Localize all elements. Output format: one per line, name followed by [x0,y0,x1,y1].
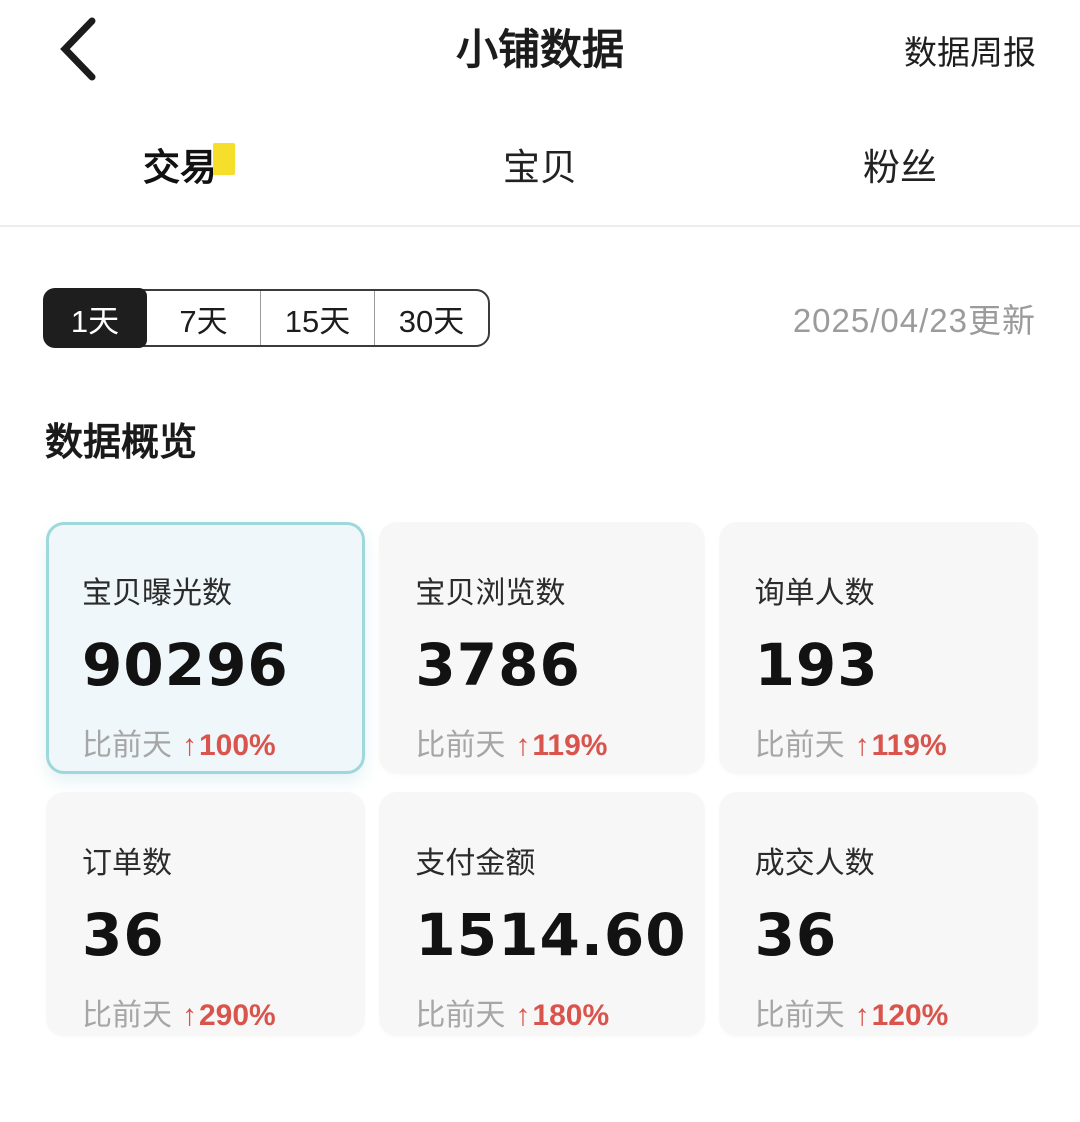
up-arrow-icon: ↑ [854,999,870,1032]
stat-trend: 比前天 ↑ 100% [82,720,344,764]
page-title: 小铺数据 [455,26,625,73]
header: 小铺数据 数据周报 [0,0,1080,112]
stat-trend: 比前天 ↑ 180% [415,990,686,1034]
filter-row: 1天 7天 15天 30天 2025/04/23更新 [0,288,1080,348]
trend-compare-label: 比前天 [82,729,172,762]
tab-trade-label: 交易 [143,147,217,189]
tab-fans-label: 粉丝 [863,147,937,189]
stat-card-exposure[interactable]: 宝贝曝光数 90296 比前天 ↑ 100% [46,522,366,774]
stat-label: 宝贝曝光数 [82,577,232,610]
trend-compare-label: 比前天 [415,729,506,762]
trend-compare-label: 比前天 [754,999,845,1032]
up-arrow-icon: ↑ [854,729,870,762]
tab-trade[interactable]: 交易 [0,112,360,225]
weekly-report-link[interactable]: 数据周报 [904,34,1036,71]
back-button[interactable] [48,14,108,86]
trend-compare-label: 比前天 [415,999,506,1032]
stat-trend: 比前天 ↑ 119% [415,720,686,764]
trend-percent: 180% [532,999,610,1032]
segment-7day[interactable]: 7天 [179,303,228,339]
stat-trend: 比前天 ↑ 290% [82,990,347,1034]
tab-fans[interactable]: 粉丝 [720,112,1080,225]
stat-value: 36 [754,901,838,969]
stat-label: 宝贝浏览数 [415,577,566,610]
stat-label: 询单人数 [754,577,875,610]
up-arrow-icon: ↑ [182,729,197,762]
section-title: 数据概览 [45,422,198,464]
updated-timestamp: 2025/04/23更新 [792,302,1036,339]
up-arrow-icon: ↑ [182,999,197,1032]
time-range-selector: 1天 7天 15天 30天 [43,288,490,348]
stat-label: 成交人数 [754,847,875,880]
stat-card-orders[interactable]: 订单数 36 比前天 ↑ 290% [46,792,366,1036]
tab-items[interactable]: 宝贝 [360,112,720,225]
stat-value: 90296 [82,631,289,699]
stats-grid: 宝贝曝光数 90296 比前天 ↑ 100% 宝贝浏览数 3786 比前天 ↑ … [46,522,1038,1036]
segment-30day[interactable]: 30天 [374,291,488,345]
stat-value: 193 [754,631,879,699]
stat-trend: 比前天 ↑ 119% [755,720,1020,764]
active-tab-highlight [213,142,235,175]
stat-trend: 比前天 ↑ 120% [755,990,1020,1034]
chevron-left-icon [59,16,97,85]
stat-label: 订单数 [82,847,172,880]
trend-compare-label: 比前天 [82,999,172,1032]
stat-value: 1514.60 [415,901,687,969]
stat-value: 36 [82,901,165,969]
trend-percent: 119% [532,729,608,762]
stat-card-payment[interactable]: 支付金额 1514.60 比前天 ↑ 180% [379,792,705,1036]
stat-card-inquiries[interactable]: 询单人数 193 比前天 ↑ 119% [718,522,1038,774]
segment-1day[interactable]: 1天 [43,288,147,348]
up-arrow-icon: ↑ [515,999,531,1032]
trend-percent: 120% [871,999,949,1032]
stat-value: 3786 [415,631,581,699]
trend-percent: 290% [199,999,276,1032]
stat-label: 支付金额 [415,847,536,880]
tab-items-label: 宝贝 [503,147,577,189]
stat-card-views[interactable]: 宝贝浏览数 3786 比前天 ↑ 119% [379,522,705,774]
segment-15day[interactable]: 15天 [260,291,374,345]
up-arrow-icon: ↑ [515,729,531,762]
trend-percent: 100% [199,729,276,762]
tab-bar: 交易 宝贝 粉丝 [0,112,1080,227]
trend-percent: 119% [871,729,947,762]
stat-card-buyers[interactable]: 成交人数 36 比前天 ↑ 120% [718,792,1038,1036]
trend-compare-label: 比前天 [754,729,845,762]
